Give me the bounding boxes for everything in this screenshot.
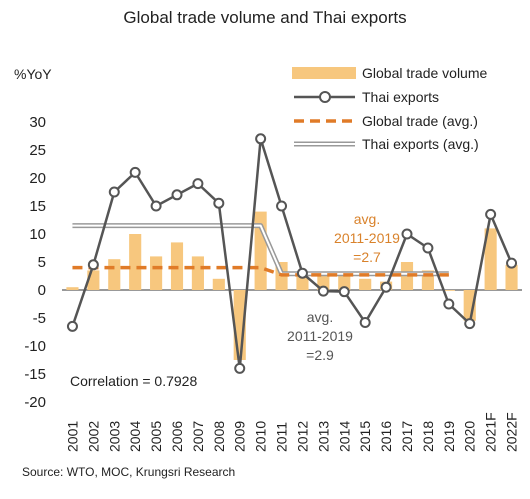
thai-exports-point (422, 242, 434, 254)
thai-exports-point (108, 186, 120, 198)
x-tick-label: 2009 (232, 421, 248, 452)
correlation-label: Correlation = 0.7928 (70, 373, 197, 389)
x-tick-label: 2012 (294, 421, 310, 452)
y-tick-label: -20 (24, 394, 46, 411)
y-tick-label: 25 (29, 142, 46, 159)
legend-label-global-avg: Global trade (avg.) (362, 113, 478, 129)
chart-title: Global trade volume and Thai exports (123, 8, 407, 27)
y-axis-ticks: 30 25 20 15 10 5 0 -5 -10 -15 -20 (24, 114, 46, 411)
y-tick-label: 0 (38, 282, 46, 299)
thai-exports-point (359, 316, 371, 328)
global-avg-annotation-line1: avg. (354, 211, 380, 227)
x-tick-label: 2003 (106, 421, 122, 452)
global-avg-annotation-line2: 2011-2019 (334, 230, 400, 246)
thai-avg-annotation: avg. 2011-2019 =2.9 (287, 309, 353, 363)
x-tick-label: 2014 (336, 421, 352, 452)
x-tick-label: 2017 (399, 421, 415, 452)
bar (359, 278, 372, 290)
bar (338, 276, 351, 290)
thai-avg-annotation-line3: =2.9 (306, 347, 334, 363)
y-axis-unit: %YoY (14, 66, 52, 82)
bar (505, 264, 518, 290)
thai-avg-annotation-line1: avg. (307, 309, 333, 325)
y-tick-label: 15 (29, 198, 46, 215)
x-axis-ticks: 2001 2002 2003 2004 2005 2006 2007 2008 2009 2010… (64, 412, 519, 452)
thai-exports-point (296, 267, 308, 279)
legend-label-thai-avg: Thai exports (avg.) (362, 136, 479, 152)
thai-exports-point (129, 166, 141, 178)
x-tick-label: 2001 (64, 421, 80, 452)
thai-exports-point (66, 320, 78, 332)
legend: Global trade volume Thai exports Global … (292, 65, 488, 152)
thai-avg-line-inner (72, 224, 449, 275)
y-tick-label: -5 (33, 310, 46, 327)
x-tick-label: 2004 (127, 421, 143, 452)
thai-exports-point (234, 362, 246, 374)
bar (129, 234, 142, 290)
global-avg-annotation-line3: =2.7 (353, 249, 381, 265)
thai-exports-point (192, 178, 204, 190)
thai-exports-line (71, 137, 513, 370)
x-tick-label: 2011 (274, 422, 290, 452)
thai-exports-point (255, 133, 267, 145)
y-tick-label: 5 (38, 254, 46, 271)
legend-swatch-global-trade (292, 67, 356, 79)
x-tick-label: 2019 (441, 421, 457, 452)
average-lines (72, 223, 449, 277)
thai-exports-point (464, 318, 476, 330)
y-tick-label: 30 (29, 114, 46, 131)
bar (191, 256, 204, 290)
thai-exports-point (150, 200, 162, 212)
x-tick-label: 2010 (253, 421, 269, 452)
source-note: Source: WTO, MOC, Krungsri Research (22, 465, 236, 479)
legend-marker-thai-exports (319, 91, 331, 103)
thai-exports-point (213, 197, 225, 209)
x-tick-label: 2002 (85, 421, 101, 452)
thai-exports-point (401, 228, 413, 240)
x-tick-label: 2005 (148, 421, 164, 452)
x-tick-label: 2021F (483, 412, 499, 452)
thai-exports-point (171, 189, 183, 201)
bar (66, 287, 79, 290)
thai-exports-point (443, 298, 455, 310)
x-tick-label: 2016 (378, 421, 394, 452)
x-tick-label: 2007 (190, 421, 206, 452)
x-tick-label: 2008 (211, 421, 227, 452)
bar (317, 276, 330, 290)
bar (296, 276, 309, 290)
bar (150, 256, 163, 290)
thai-exports-series (66, 133, 518, 374)
thai-exports-point (317, 285, 329, 297)
bar (442, 290, 455, 291)
thai-exports-point (276, 200, 288, 212)
thai-avg-annotation-line2: 2011-2019 (287, 328, 353, 344)
x-tick-label: 2022F (504, 412, 520, 452)
thai-exports-point (380, 281, 392, 293)
y-tick-label: -15 (24, 366, 46, 383)
x-tick-label: 2015 (357, 421, 373, 452)
bar (108, 259, 121, 290)
x-tick-label: 2013 (315, 421, 331, 452)
global-avg-annotation: avg. 2011-2019 =2.7 (334, 211, 400, 265)
y-tick-label: 20 (29, 170, 46, 187)
bar (212, 278, 225, 290)
y-tick-label: -10 (24, 338, 46, 355)
thai-exports-point (338, 286, 350, 298)
legend-label-thai-exports: Thai exports (362, 89, 439, 105)
y-tick-label: 10 (29, 226, 46, 243)
thai-exports-point (87, 259, 99, 271)
x-tick-label: 2006 (169, 421, 185, 452)
thai-exports-point (506, 257, 518, 269)
x-tick-label: 2020 (462, 421, 478, 452)
thai-exports-point (485, 208, 497, 220)
legend-label-global-trade: Global trade volume (362, 65, 488, 81)
bar (484, 228, 497, 290)
x-tick-label: 2018 (420, 421, 436, 452)
